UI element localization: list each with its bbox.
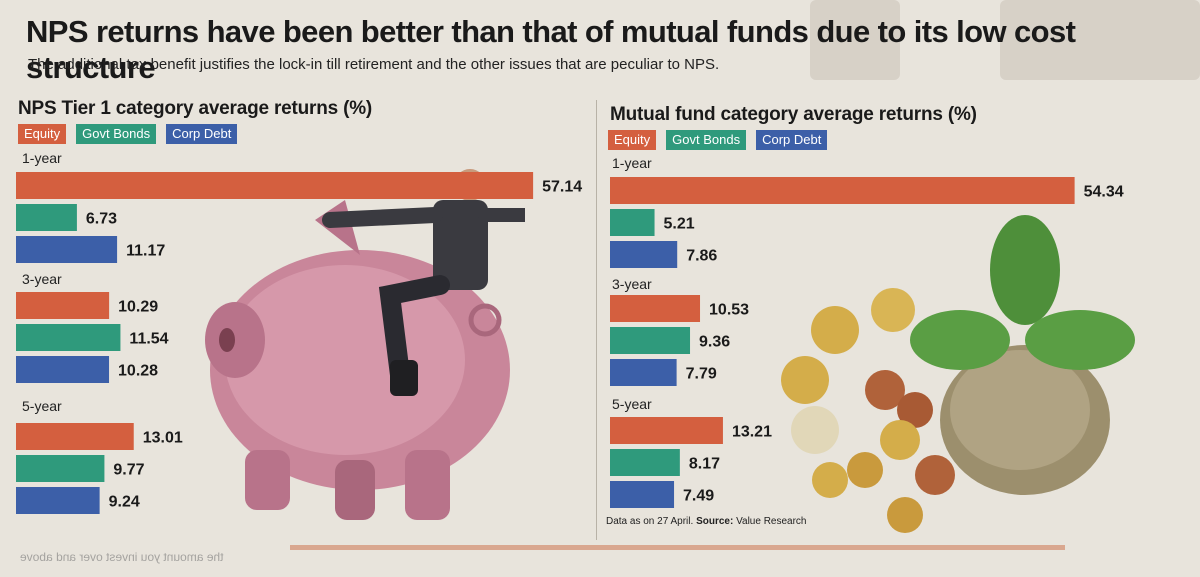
period-label: 5-year (612, 396, 652, 412)
data-label: 11.17 (126, 243, 165, 260)
legend-corp-debt: Corp Debt (166, 124, 238, 144)
data-label: 7.86 (686, 248, 717, 265)
bar-govt-bonds (16, 455, 105, 482)
bar-govt-bonds (610, 327, 691, 354)
source-note: Data as on 27 April. Source: Value Resea… (606, 516, 807, 527)
period-label: 5-year (22, 398, 62, 414)
period-label: 1-year (612, 155, 652, 171)
bar-govt-bonds (16, 324, 121, 351)
bar-corp-debt (610, 481, 675, 508)
coins-plant-illustration (781, 215, 1135, 533)
data-label: 7.49 (683, 488, 714, 505)
data-label: 9.24 (109, 494, 140, 511)
bar-govt-bonds (610, 209, 655, 236)
bar-equity (16, 423, 134, 450)
data-label: 10.29 (118, 299, 158, 316)
data-label: 7.79 (686, 366, 717, 383)
note-source: Value Research (736, 516, 807, 527)
data-label: 5.21 (664, 216, 695, 233)
headline: NPS returns have been better than that o… (26, 14, 1076, 85)
period-label: 3-year (22, 271, 62, 287)
legend-govt-bonds: Govt Bonds (76, 124, 157, 144)
background-patch (1000, 0, 1200, 80)
nps-legend: Equity Govt Bonds Corp Debt (18, 124, 238, 144)
bar-corp-debt (16, 236, 118, 263)
bar-corp-debt (16, 356, 110, 383)
data-label: 6.73 (86, 211, 117, 228)
bar-equity (610, 417, 723, 444)
mf-legend: Equity Govt Bonds Corp Debt (608, 130, 828, 150)
data-label: 10.53 (709, 302, 749, 319)
legend-equity: Equity (608, 130, 657, 150)
note-source-label: Source: (696, 516, 734, 527)
data-label: 13.01 (143, 430, 183, 447)
bar-corp-debt (610, 359, 677, 386)
data-label: 54.34 (1084, 184, 1124, 201)
legend-equity: Equity (18, 124, 67, 144)
period-label: 1-year (22, 150, 62, 166)
bar-corp-debt (610, 241, 678, 268)
data-label: 13.21 (732, 424, 772, 441)
period-label: 3-year (612, 276, 652, 292)
bar-equity (610, 295, 701, 322)
background-patch (810, 0, 900, 80)
bar-govt-bonds (16, 204, 77, 231)
legend-corp-debt: Corp Debt (756, 130, 828, 150)
bar-equity (16, 292, 110, 319)
data-label: 11.54 (129, 331, 168, 348)
note-date: Data as on 27 April. (606, 516, 694, 527)
data-label: 8.17 (689, 456, 720, 473)
nps-chart-title: NPS Tier 1 category average returns (%) (18, 98, 373, 119)
bar-equity (610, 177, 1075, 204)
show-through-text: the amount you invest over and above (20, 550, 224, 564)
footer-bar (290, 545, 1065, 550)
legend-govt-bonds: Govt Bonds (666, 130, 747, 150)
bar-corp-debt (16, 487, 100, 514)
panel-divider (596, 100, 597, 540)
subhead: The additional tax benefit justifies the… (28, 56, 720, 73)
data-label: 9.36 (699, 334, 730, 351)
data-label: 9.77 (113, 462, 144, 479)
bar-govt-bonds (610, 449, 680, 476)
mf-chart-title: Mutual fund category average returns (%) (610, 104, 977, 125)
piggy-bank-illustration (205, 169, 525, 520)
data-label: 10.28 (118, 363, 158, 380)
bar-equity (16, 172, 534, 199)
data-label: 57.14 (542, 179, 582, 196)
